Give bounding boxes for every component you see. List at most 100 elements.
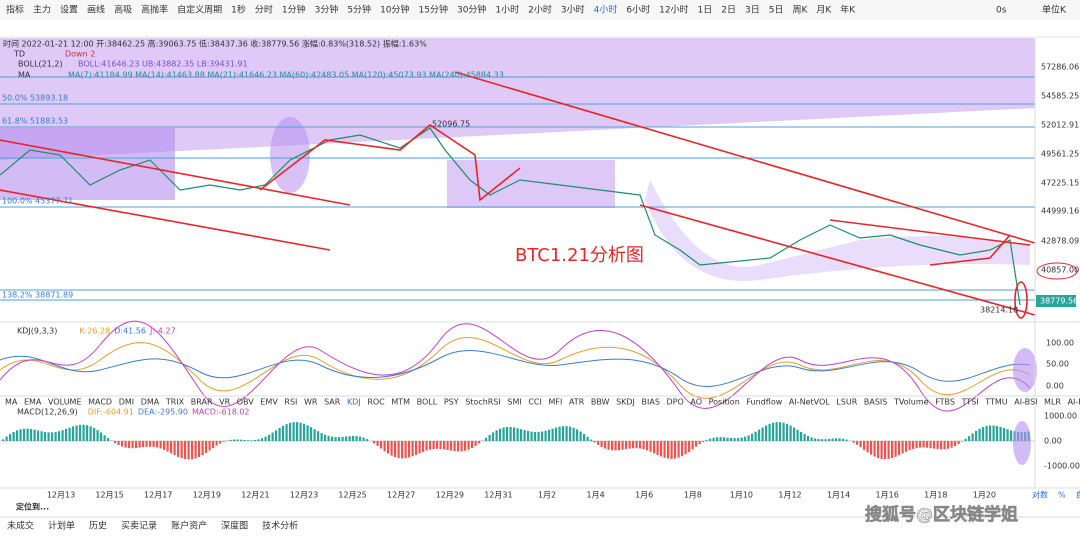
macd-bar: [611, 441, 614, 451]
toolbar-item[interactable]: 4小时: [594, 4, 618, 16]
indicator-tab[interactable]: TTMU: [984, 398, 1008, 407]
indicator-tab[interactable]: BBW: [591, 398, 610, 407]
indicator-tab[interactable]: DMI: [119, 398, 134, 407]
indicator-tab[interactable]: ROC: [367, 398, 385, 407]
toolbar-item[interactable]: 1分钟: [282, 4, 306, 16]
indicator-tab[interactable]: AO: [690, 398, 702, 407]
toolbar-item[interactable]: 15分钟: [419, 4, 448, 16]
indicator-tab[interactable]: LSUR: [836, 398, 857, 407]
macd-bar: [166, 441, 169, 452]
indicator-tab[interactable]: BIAS: [642, 398, 660, 407]
macd-bar: [264, 436, 267, 441]
unit-select[interactable]: 单位K: [1042, 4, 1067, 16]
toolbar-item[interactable]: 周K: [792, 5, 808, 16]
indicator-tab[interactable]: AI-PD: [1068, 398, 1080, 407]
toolbar-item[interactable]: 1日: [698, 5, 713, 16]
indicator-tab[interactable]: TRIX: [165, 398, 185, 407]
bottom-tab[interactable]: 深度图: [221, 520, 248, 532]
toolbar-item[interactable]: 自定义周期: [177, 4, 222, 16]
indicator-tab[interactable]: VR: [219, 398, 230, 407]
purple-ellipse: [1013, 421, 1031, 465]
toolbar-item[interactable]: 3日: [745, 5, 760, 16]
indicator-tab[interactable]: MLR: [1044, 398, 1061, 407]
indicator-tab[interactable]: MA: [5, 398, 18, 407]
macd-bar: [908, 441, 911, 451]
indicator-tab[interactable]: PSY: [444, 398, 459, 407]
locate-button[interactable]: 定位到...: [15, 502, 49, 512]
macd-bar: [866, 441, 869, 453]
toolbar-item[interactable]: 设置: [60, 5, 78, 16]
indicator-tab[interactable]: KDJ: [347, 398, 361, 407]
toolbar-item[interactable]: 5日: [769, 5, 784, 16]
toolbar-item[interactable]: 5分钟: [347, 4, 371, 16]
price-tick: 52012.91: [1041, 121, 1079, 130]
indicator-tab[interactable]: DMA: [141, 398, 160, 407]
toolbar-item[interactable]: 高吸: [114, 4, 132, 16]
indicator-tab[interactable]: AI-BSI: [1014, 398, 1037, 407]
indicator-tab[interactable]: TTSI: [961, 398, 979, 407]
toolbar-item[interactable]: 6小时: [626, 4, 650, 16]
macd-bar: [271, 432, 274, 441]
indicator-tab[interactable]: BOLL: [417, 398, 438, 407]
chart-annotation: BTC1.21分析图: [515, 245, 644, 266]
indicator-tab[interactable]: Fundflow: [746, 398, 782, 407]
toolbar-item[interactable]: 2日: [721, 5, 736, 16]
indicator-tab[interactable]: BRAR: [191, 398, 213, 407]
toolbar-item[interactable]: 10分钟: [380, 4, 409, 16]
macd-bar: [646, 441, 649, 451]
toolbar-item[interactable]: 3分钟: [315, 4, 339, 16]
axis-option[interactable]: %: [1058, 491, 1066, 500]
indicator-tab[interactable]: VOLUME: [48, 398, 81, 407]
fib-label: 50.0% 53893.18: [2, 94, 68, 103]
toolbar-item[interactable]: 高抛率: [141, 4, 168, 16]
macd-bar: [460, 441, 463, 452]
indicator-tab[interactable]: BASIS: [864, 398, 887, 407]
indicator-tab[interactable]: SKDJ: [616, 398, 635, 407]
toolbar-item[interactable]: 3小时: [561, 4, 585, 16]
toolbar-item[interactable]: 1小时: [495, 4, 519, 16]
toolbar-item[interactable]: 1秒: [231, 4, 246, 16]
macd-bar: [856, 441, 859, 445]
indicator-tab[interactable]: TVolume: [893, 398, 929, 407]
toolbar-item[interactable]: 画线: [87, 4, 105, 16]
bottom-tab[interactable]: 账户资产: [171, 520, 207, 532]
toolbar-item[interactable]: 年K: [840, 4, 856, 16]
macd-bar: [527, 431, 530, 441]
toolbar-item[interactable]: 指标: [6, 4, 24, 16]
indicator-tab[interactable]: MFI: [548, 398, 562, 407]
toolbar-item[interactable]: 主力: [33, 4, 51, 16]
indicator-tab[interactable]: Position: [709, 398, 740, 407]
indicator-tab[interactable]: OBV: [237, 398, 255, 407]
indicator-tab[interactable]: MACD: [88, 398, 112, 407]
indicator-tab[interactable]: CCI: [528, 398, 542, 407]
toolbar-item[interactable]: 30分钟: [457, 4, 486, 16]
bottom-tab[interactable]: 历史: [89, 520, 107, 532]
indicator-tab[interactable]: AI-NetVOL: [789, 398, 830, 407]
indicator-tab[interactable]: EMA: [24, 398, 42, 407]
indicator-tab[interactable]: SAR: [324, 398, 341, 407]
indicator-tab[interactable]: RSI: [284, 398, 297, 407]
toolbar-item[interactable]: 月K: [816, 5, 832, 16]
indicator-tab[interactable]: StochRSI: [465, 398, 501, 407]
indicator-tab[interactable]: EMV: [260, 398, 278, 407]
axis-option[interactable]: 对数: [1032, 490, 1048, 500]
bottom-tab[interactable]: 计划单: [48, 520, 75, 532]
axis-option[interactable]: 自动: [1076, 490, 1080, 500]
macd-bar: [1006, 429, 1009, 441]
indicator-tab[interactable]: FTBS: [935, 398, 955, 407]
watermark: 搜狐号@区块链学姐: [865, 504, 1018, 525]
toolbar-item[interactable]: 2小时: [528, 4, 552, 16]
indicator-tab[interactable]: WR: [304, 398, 318, 407]
indicator-tab[interactable]: SMI: [507, 398, 521, 407]
indicator-tab[interactable]: MTM: [391, 398, 410, 407]
macd-bar: [786, 423, 789, 441]
bottom-tab[interactable]: 未成交: [7, 520, 34, 532]
indicator-tab[interactable]: DPO: [667, 398, 684, 407]
bottom-tab[interactable]: 买卖记录: [121, 521, 157, 532]
macd-bar: [793, 427, 796, 441]
indicator-tab[interactable]: ATR: [569, 398, 585, 407]
toolbar-item[interactable]: 分时: [255, 4, 273, 16]
macd-bar: [835, 438, 838, 441]
bottom-tab[interactable]: 技术分析: [262, 520, 298, 532]
toolbar-item[interactable]: 12小时: [659, 4, 688, 16]
